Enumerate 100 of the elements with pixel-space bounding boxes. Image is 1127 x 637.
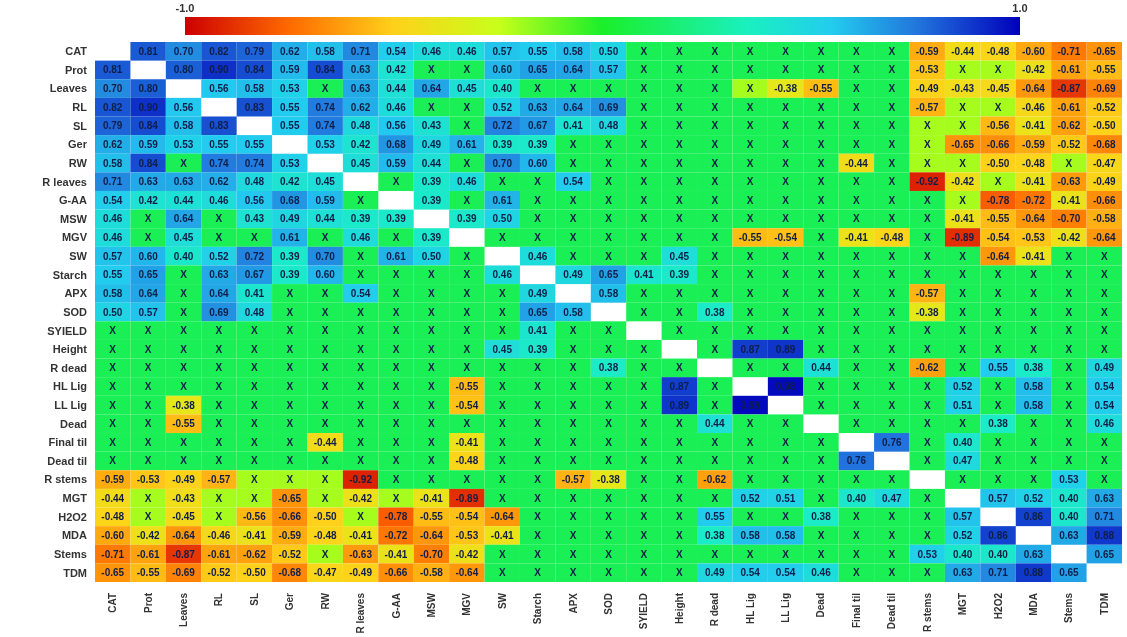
data-label: -0.48 <box>455 455 479 467</box>
data-label: X <box>675 45 683 57</box>
data-label: X <box>251 455 259 467</box>
data-label: -0.52 <box>278 548 302 560</box>
data-label: -0.58 <box>1092 213 1117 225</box>
data-label: -0.57 <box>915 287 940 299</box>
data-label: 0.87 <box>669 380 690 392</box>
data-label: -0.64 <box>172 529 196 541</box>
x-tick-label: LL Lig <box>780 593 792 623</box>
data-label: X <box>640 250 648 262</box>
data-label: X <box>463 64 471 76</box>
data-label: X <box>817 213 825 225</box>
data-label: -0.62 <box>703 474 727 486</box>
data-label: 0.57 <box>138 306 159 318</box>
data-label: 0.74 <box>244 157 265 169</box>
data-label: X <box>357 455 365 467</box>
data-label: X <box>817 455 825 467</box>
data-label: X <box>782 418 790 430</box>
data-label: -0.38 <box>915 306 940 318</box>
data-label: X <box>144 455 152 467</box>
data-label: -0.50 <box>1092 120 1117 132</box>
data-label: X <box>144 399 152 411</box>
data-label: X <box>640 362 648 374</box>
data-label: 0.46 <box>350 232 371 244</box>
data-label: 0.58 <box>1023 380 1044 392</box>
data-label: X <box>923 511 931 523</box>
data-label: 0.90 <box>209 64 230 76</box>
x-tick-label: Starch <box>532 593 544 625</box>
data-label: 0.82 <box>209 45 230 57</box>
data-label: 0.65 <box>1094 548 1115 560</box>
data-label: X <box>959 343 967 355</box>
data-label: 0.79 <box>102 120 123 132</box>
data-label: 0.63 <box>952 567 973 579</box>
data-label: -0.56 <box>242 511 267 523</box>
data-label: X <box>711 492 719 504</box>
data-label: X <box>888 418 896 430</box>
data-label: -0.41 <box>1022 176 1046 188</box>
data-label: -0.54 <box>986 232 1010 244</box>
data-label: X <box>534 418 542 430</box>
data-label: -0.64 <box>1022 83 1046 95</box>
y-tick-label: TDM <box>63 566 87 579</box>
data-label: X <box>711 325 719 337</box>
data-label: X <box>746 45 754 57</box>
data-label: X <box>853 567 861 579</box>
data-label: X <box>817 548 825 560</box>
data-label: X <box>605 567 613 579</box>
data-label: 0.39 <box>527 138 548 150</box>
data-label: 0.43 <box>421 120 442 132</box>
data-label: 0.45 <box>492 343 513 355</box>
data-label: 0.54 <box>740 567 761 579</box>
data-label: 0.59 <box>386 157 407 169</box>
data-label: X <box>534 511 542 523</box>
data-label: -0.47 <box>313 567 338 579</box>
data-label: X <box>888 45 896 57</box>
data-label: X <box>640 120 648 132</box>
data-label: X <box>428 269 436 281</box>
data-label: -0.64 <box>420 529 444 541</box>
y-tick-label: APX <box>64 287 88 300</box>
color-bar-label: 1.0 <box>1012 1 1028 15</box>
data-label: -0.55 <box>738 232 762 244</box>
data-label: -0.50 <box>986 157 1010 169</box>
data-label: X <box>1030 343 1038 355</box>
data-label: X <box>392 343 400 355</box>
data-label: 0.58 <box>315 45 336 57</box>
data-label: X <box>1100 306 1108 318</box>
data-label: 0.39 <box>421 232 442 244</box>
data-label: X <box>817 176 825 188</box>
data-label: -0.66 <box>384 567 408 579</box>
data-label: X <box>180 306 188 318</box>
data-label: X <box>888 511 896 523</box>
data-label: 0.63 <box>350 83 371 95</box>
data-label: 0.55 <box>244 138 265 150</box>
data-label: -0.71 <box>101 548 125 560</box>
data-label: 0.38 <box>705 529 725 541</box>
data-label: X <box>1030 306 1038 318</box>
data-label: X <box>959 194 967 206</box>
data-label: -0.50 <box>242 567 267 579</box>
data-label: 0.44 <box>173 194 194 206</box>
data-label: X <box>321 343 329 355</box>
data-label: X <box>782 436 790 448</box>
x-tick-label: Height <box>673 592 685 625</box>
x-tick-label: Dead <box>815 593 827 618</box>
data-label: X <box>321 380 329 392</box>
data-label: X <box>817 120 825 132</box>
data-label: X <box>428 380 436 392</box>
data-label: X <box>1030 287 1038 299</box>
data-label: X <box>357 436 365 448</box>
data-label: -0.52 <box>207 567 231 579</box>
data-label: X <box>746 138 754 150</box>
data-label: X <box>782 138 790 150</box>
data-label: X <box>144 492 152 504</box>
data-label: X <box>711 343 719 355</box>
data-label: 0.49 <box>280 213 300 225</box>
data-label: X <box>1030 418 1038 430</box>
data-label: -0.65 <box>1092 45 1117 57</box>
data-label: 0.39 <box>492 138 513 150</box>
data-label: X <box>1030 269 1038 281</box>
data-label: -0.45 <box>172 511 196 523</box>
data-label: 0.68 <box>280 194 300 206</box>
data-label: X <box>392 306 400 318</box>
